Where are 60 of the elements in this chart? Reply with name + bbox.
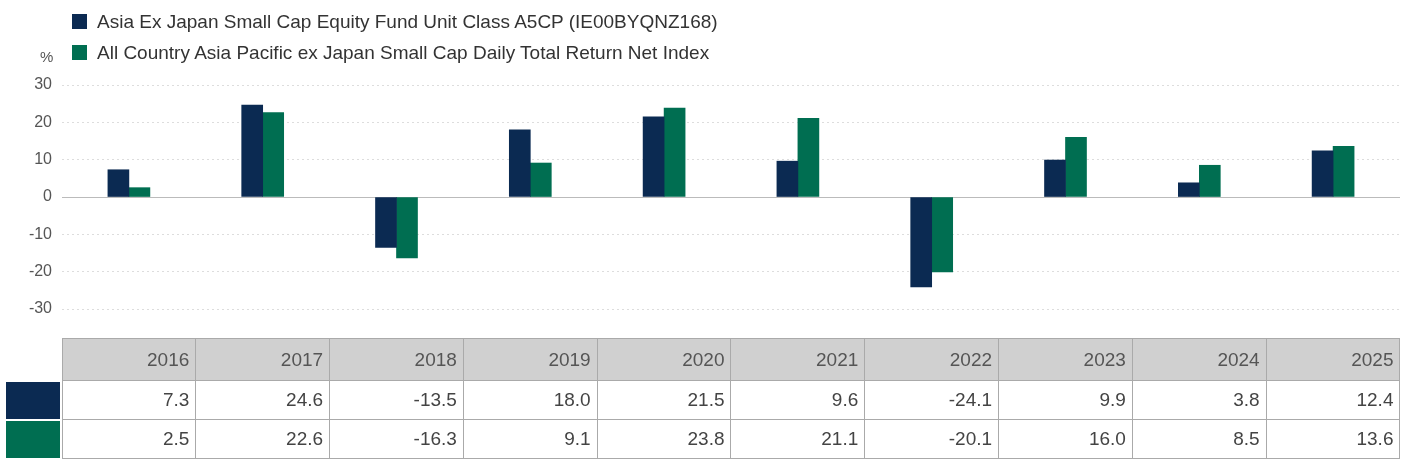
data-label: 12.4 [1266, 380, 1400, 420]
x-tick-label: 2016 [62, 338, 196, 381]
x-tick-label: 2023 [998, 338, 1133, 381]
bar [663, 107, 686, 197]
data-label: -13.5 [329, 380, 464, 420]
data-label: 9.1 [463, 419, 598, 459]
bar [1198, 164, 1221, 197]
legend-label: All Country Asia Pacific ex Japan Small Cap Daily Total Return Net Index [97, 41, 710, 65]
bar [1065, 136, 1087, 197]
bar [910, 197, 933, 288]
bar [1332, 145, 1355, 197]
data-label: 2.5 [62, 419, 196, 459]
bar [1177, 182, 1200, 197]
data-label: 22.6 [195, 419, 330, 459]
bar [396, 197, 418, 259]
bar [262, 112, 285, 197]
y-tick-label: 30 [34, 75, 53, 93]
x-tick-label: 2017 [195, 338, 330, 381]
x-tick-label: 2024 [1132, 338, 1267, 381]
legend-label: Asia Ex Japan Small Cap Equity Fund Unit Class A5CP (IE00BYQNZ168) [97, 10, 718, 34]
bar [797, 117, 820, 197]
bar [642, 116, 665, 197]
bar [931, 197, 954, 273]
bar [1311, 150, 1334, 197]
data-label: 16.0 [998, 419, 1133, 459]
data-label: 13.6 [1266, 419, 1400, 459]
data-label: 9.9 [998, 380, 1133, 420]
data-label: 3.8 [1132, 380, 1267, 420]
data-label: 9.6 [730, 380, 865, 420]
bar [508, 129, 531, 197]
data-label: 7.3 [62, 380, 196, 420]
bar [1044, 159, 1066, 197]
data-label: 24.6 [195, 380, 330, 420]
bar [776, 160, 799, 197]
x-tick-label: 2019 [463, 338, 598, 381]
bar [375, 197, 397, 248]
x-tick-label: 2018 [329, 338, 464, 381]
x-tick-label: 2021 [730, 338, 865, 381]
x-tick-label: 2020 [597, 338, 731, 381]
y-tick-label: 20 [34, 112, 53, 130]
bar [241, 104, 264, 197]
data-label: 21.1 [730, 419, 865, 459]
data-label: 8.5 [1132, 419, 1267, 459]
data-label: 21.5 [597, 380, 731, 420]
y-tick-label: 10 [34, 150, 53, 168]
data-label: 18.0 [463, 380, 598, 420]
y-tick-label: -10 [28, 224, 53, 242]
data-label: -20.1 [864, 419, 999, 459]
data-label: -16.3 [329, 419, 464, 459]
y-tick-label: -20 [28, 262, 53, 280]
bar [529, 162, 552, 197]
data-label: 23.8 [597, 419, 731, 459]
bar [128, 187, 151, 197]
data-label: -24.1 [864, 380, 999, 420]
x-tick-label: 2022 [864, 338, 999, 381]
y-tick-label: -30 [28, 299, 53, 317]
bar [107, 169, 130, 197]
y-tick-label: 0 [43, 187, 53, 205]
x-tick-label: 2025 [1266, 338, 1400, 381]
y-axis-title: % [40, 48, 54, 66]
